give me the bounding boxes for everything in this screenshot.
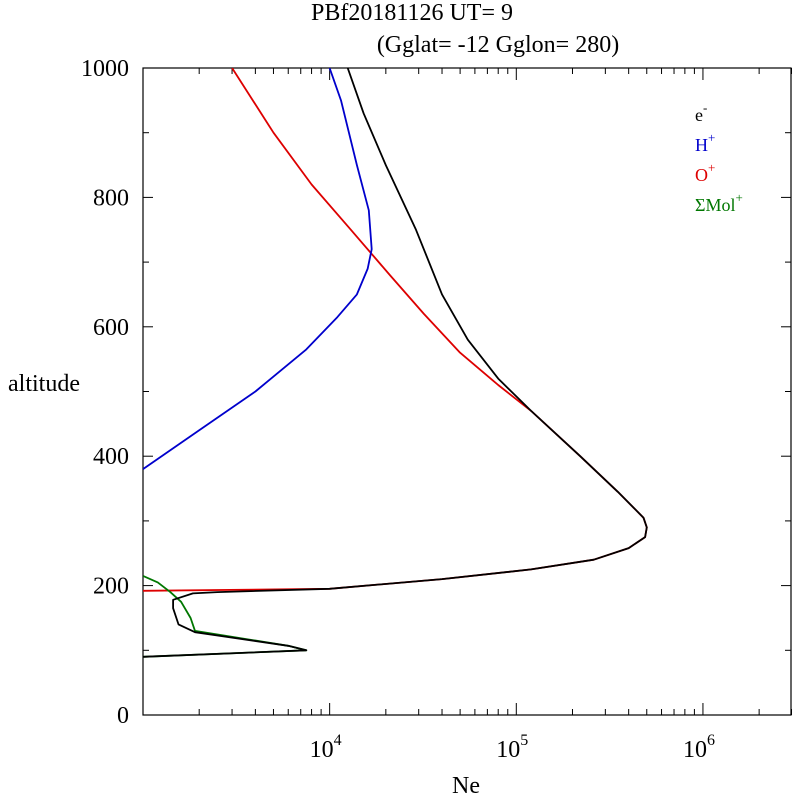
legend-series-name: ΣMol (695, 195, 735, 215)
legend-series-charge: + (735, 190, 742, 205)
legend-entry: ΣMol+ (695, 190, 743, 215)
y-tick-label: 200 (93, 574, 129, 600)
series-line-1 (143, 68, 373, 470)
x-tick-exponent: 6 (707, 732, 715, 749)
plot-frame (142, 67, 792, 716)
x-axis-label: Ne (452, 773, 480, 796)
legend-series-charge: - (703, 100, 707, 115)
x-tick-label: 105 (496, 732, 528, 763)
x-tick-exponent: 4 (334, 732, 342, 749)
legend-entry: e- (695, 100, 707, 125)
x-tick-label: 104 (310, 732, 342, 763)
y-tick-label: 800 (93, 185, 129, 211)
legend-entry: O+ (695, 160, 715, 185)
y-tick-label: 0 (117, 703, 129, 729)
x-tick-base: 10 (496, 737, 520, 763)
x-tick-label: 106 (683, 732, 715, 763)
legend-series-name: e (695, 105, 703, 125)
legend: e-H+O+ΣMol+ (695, 100, 743, 215)
legend-entry: H+ (695, 130, 715, 155)
x-tick-base: 10 (683, 737, 707, 763)
legend-series-charge: + (708, 160, 715, 175)
x-tick-exponent: 5 (520, 732, 528, 749)
series-line-0 (143, 68, 648, 658)
y-tick-label: 1000 (81, 56, 129, 82)
legend-series-name: H (695, 135, 708, 155)
series-line-2 (143, 68, 648, 592)
legend-series-charge: + (708, 130, 715, 145)
y-tick-label: 400 (93, 444, 129, 470)
chart-title: PBf20181126 UT= 9 (311, 0, 513, 26)
y-axis-label: altitude (8, 371, 80, 397)
legend-series-name: O (695, 165, 708, 185)
chart-subtitle: (Gglat= -12 Gglon= 280) (377, 32, 619, 58)
x-tick-base: 10 (310, 737, 334, 763)
y-tick-label: 600 (93, 315, 129, 341)
